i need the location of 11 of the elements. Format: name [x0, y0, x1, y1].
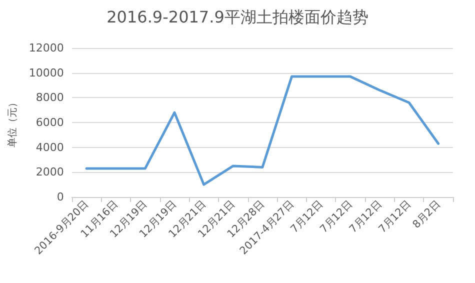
y-axis-title: 单位（元）: [6, 98, 18, 148]
line-series: [85, 75, 440, 186]
y-tick-label: 6000: [36, 116, 64, 129]
y-tick-label: 10000: [28, 66, 64, 80]
y-tick-label: 0: [56, 190, 64, 204]
y-tick-label: 12000: [28, 42, 64, 54]
x-tick-label: 8月2日: [410, 198, 443, 231]
chart-title: 2016.9-2017.9平湖土拍楼面价趋势: [106, 8, 368, 26]
y-tick-label: 8000: [36, 91, 64, 104]
y-tick-label: 2000: [36, 166, 64, 179]
y-tick-label: 4000: [36, 140, 64, 154]
